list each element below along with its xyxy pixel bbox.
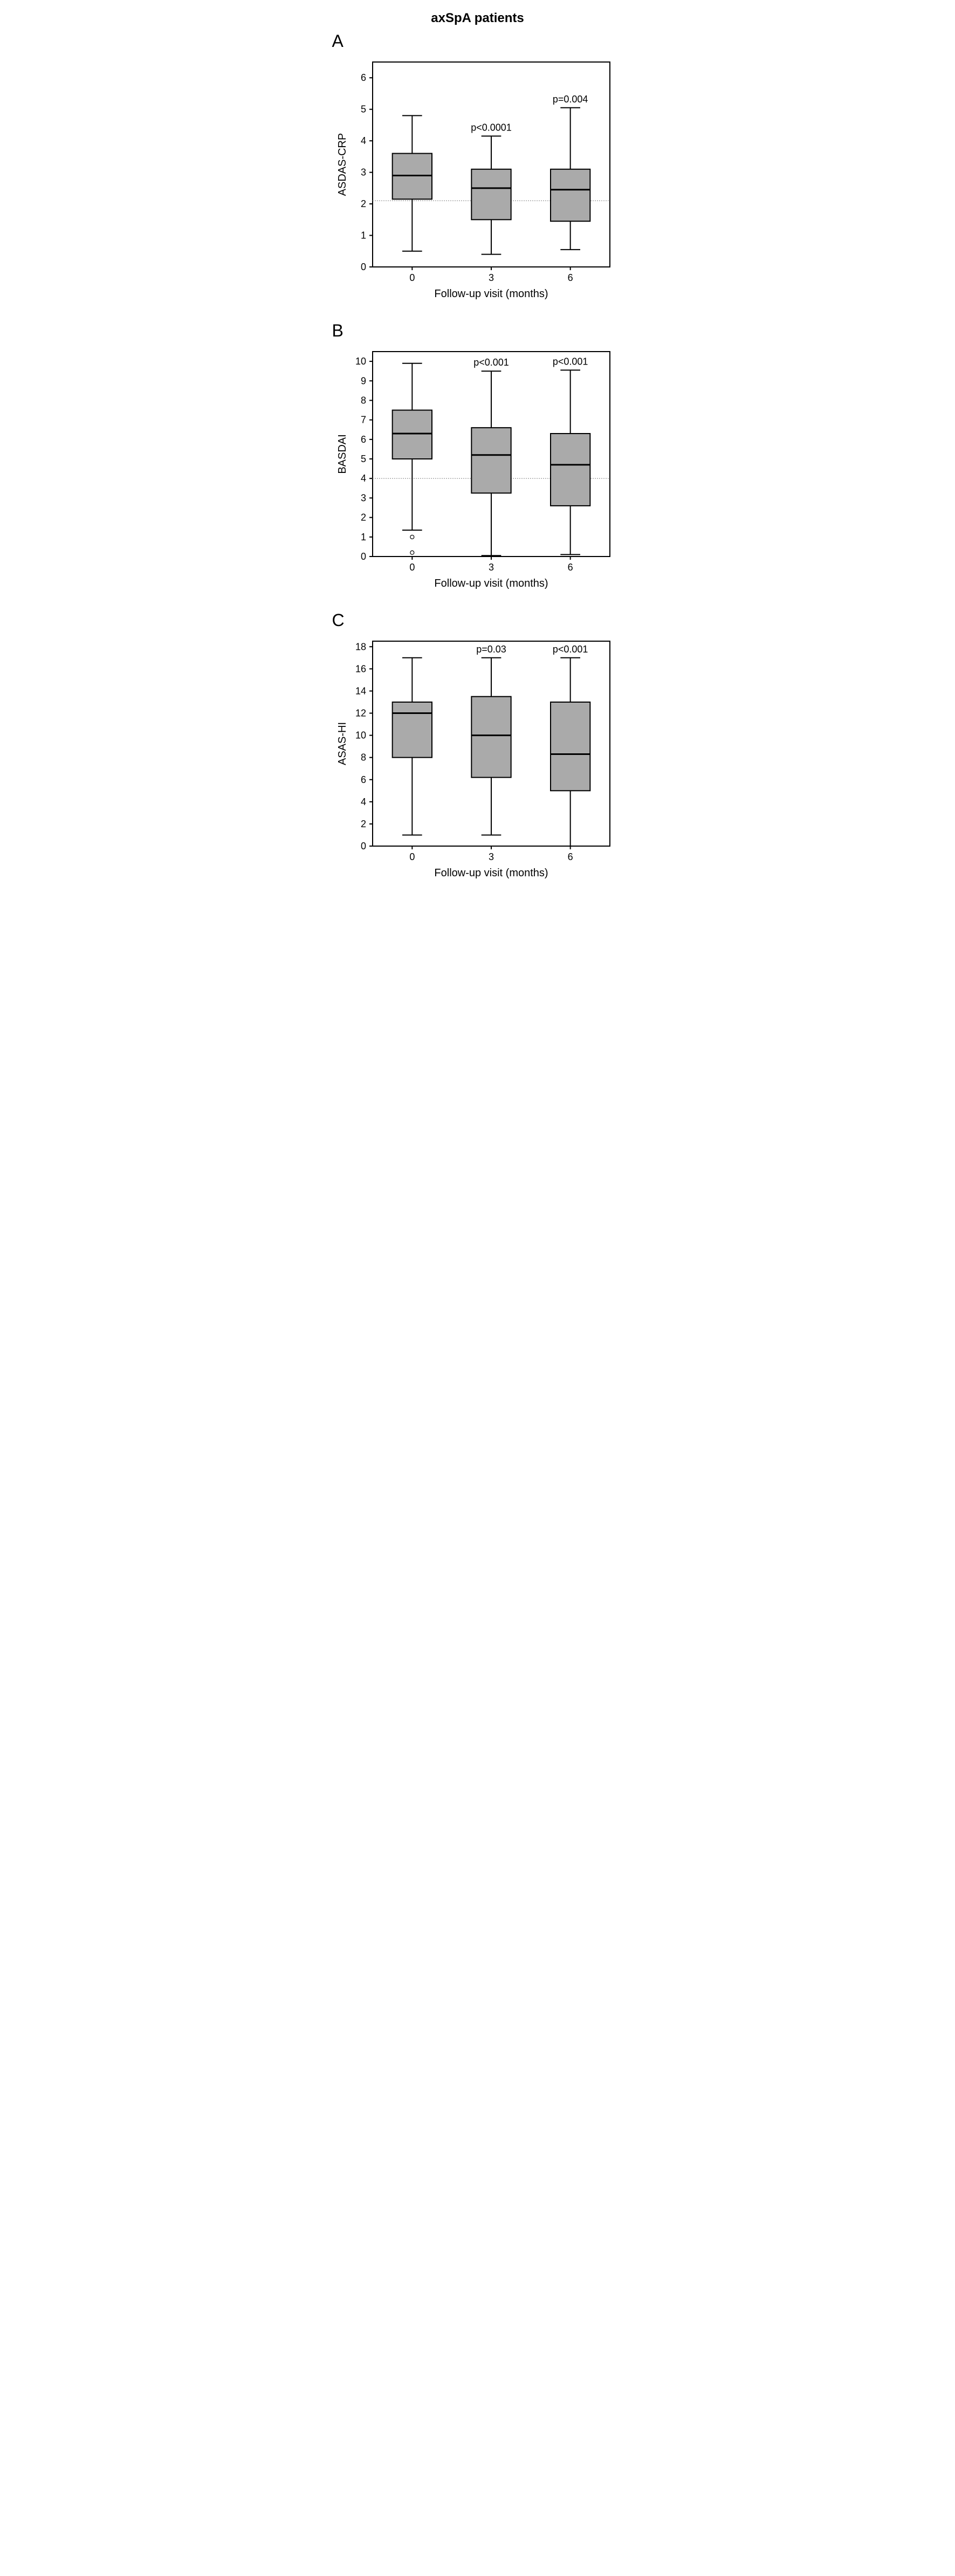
boxplot-svg: 0 2 4 6 8 10 12 14 16 18 0 3 6 p=0.03 p<0.001 ASAS-HI Fo… bbox=[335, 625, 621, 884]
panel-wrapper: C024681012141618036p=0.03p<0.001ASAS-HIF… bbox=[327, 610, 629, 884]
chart-container: 0 2 4 6 8 10 12 14 16 18 0 3 6 p=0.03 p<0.001 ASAS-HI Fo… bbox=[327, 625, 629, 884]
ytick-label: 8 bbox=[360, 752, 366, 763]
ytick-label: 12 bbox=[355, 708, 366, 719]
xtick-label: 3 bbox=[488, 562, 493, 573]
pvalue-label: p<0.001 bbox=[473, 357, 509, 368]
ytick-label: 7 bbox=[360, 415, 366, 425]
x-axis-label: Follow-up visit (months) bbox=[434, 288, 548, 300]
ytick-label: 2 bbox=[360, 819, 366, 829]
xtick-label: 3 bbox=[488, 851, 493, 862]
ytick-label: 5 bbox=[360, 454, 366, 464]
ytick-label: 16 bbox=[355, 663, 366, 674]
pvalue-label: p<0.001 bbox=[552, 644, 588, 655]
xtick-label: 0 bbox=[409, 562, 415, 573]
y-axis-label: ASAS-HI bbox=[336, 722, 348, 765]
ytick-label: 0 bbox=[360, 841, 366, 851]
ytick-label: 18 bbox=[355, 641, 366, 652]
ytick-label: 0 bbox=[360, 551, 366, 562]
panels-container: A0123456036p<0.0001p=0.004ASDAS-CRPFollo… bbox=[327, 31, 629, 884]
box bbox=[551, 702, 590, 791]
ytick-label: 3 bbox=[360, 167, 366, 178]
box bbox=[392, 702, 431, 758]
ytick-label: 4 bbox=[360, 796, 366, 807]
box bbox=[471, 697, 511, 778]
ytick-label: 4 bbox=[360, 135, 366, 146]
ytick-label: 0 bbox=[360, 262, 366, 272]
ytick-label: 1 bbox=[360, 230, 366, 241]
outlier-marker bbox=[410, 535, 414, 539]
boxplot-svg: 0 1 2 3 4 5 6 0 3 6 p<0.0001 p=0.004 ASDAS-CRP Follow… bbox=[335, 46, 621, 305]
x-axis-label: Follow-up visit (months) bbox=[434, 867, 548, 879]
ytick-label: 5 bbox=[360, 104, 366, 115]
pvalue-label: p<0.0001 bbox=[471, 122, 512, 133]
xtick-label: 6 bbox=[567, 851, 573, 862]
chart-container: 0 1 2 3 4 5 6 0 3 6 p<0.0001 p=0.004 ASDAS-CRP Follow… bbox=[327, 46, 629, 305]
main-title: axSpA patients bbox=[327, 11, 629, 26]
xtick-label: 6 bbox=[567, 562, 573, 573]
chart-container: 0 1 2 3 4 5 6 7 8 9 10 0 3 6 p<0.001 p<0.001 BASDAI Follo… bbox=[327, 335, 629, 594]
box bbox=[551, 434, 590, 506]
xtick-label: 0 bbox=[409, 272, 415, 283]
y-axis-label: ASDAS-CRP bbox=[336, 133, 348, 196]
x-axis-label: Follow-up visit (months) bbox=[434, 578, 548, 589]
ytick-label: 6 bbox=[360, 72, 366, 83]
box bbox=[392, 410, 431, 459]
ytick-label: 10 bbox=[355, 730, 366, 741]
box bbox=[471, 428, 511, 493]
ytick-label: 2 bbox=[360, 198, 366, 209]
ytick-label: 3 bbox=[360, 492, 366, 503]
pvalue-label: p<0.001 bbox=[552, 356, 588, 367]
ytick-label: 9 bbox=[360, 375, 366, 386]
ytick-label: 6 bbox=[360, 774, 366, 785]
figure-container: axSpA patients A0123456036p<0.0001p=0.00… bbox=[327, 11, 629, 884]
ytick-label: 8 bbox=[360, 395, 366, 406]
ytick-label: 4 bbox=[360, 473, 366, 484]
y-axis-label: BASDAI bbox=[336, 434, 348, 473]
panel-wrapper: B012345678910036p<0.001p<0.001BASDAIFoll… bbox=[327, 321, 629, 594]
ytick-label: 2 bbox=[360, 512, 366, 523]
pvalue-label: p=0.03 bbox=[476, 644, 506, 655]
xtick-label: 3 bbox=[488, 272, 493, 283]
xtick-label: 0 bbox=[409, 851, 415, 862]
ytick-label: 6 bbox=[360, 434, 366, 445]
ytick-label: 1 bbox=[360, 532, 366, 542]
outlier-marker bbox=[410, 551, 414, 554]
ytick-label: 14 bbox=[355, 685, 366, 696]
box bbox=[551, 169, 590, 221]
xtick-label: 6 bbox=[567, 272, 573, 283]
boxplot-svg: 0 1 2 3 4 5 6 7 8 9 10 0 3 6 p<0.001 p<0.001 BASDAI Follo… bbox=[335, 335, 621, 594]
ytick-label: 10 bbox=[355, 356, 366, 367]
pvalue-label: p=0.004 bbox=[552, 94, 588, 105]
panel-wrapper: A0123456036p<0.0001p=0.004ASDAS-CRPFollo… bbox=[327, 31, 629, 305]
box bbox=[471, 169, 511, 220]
